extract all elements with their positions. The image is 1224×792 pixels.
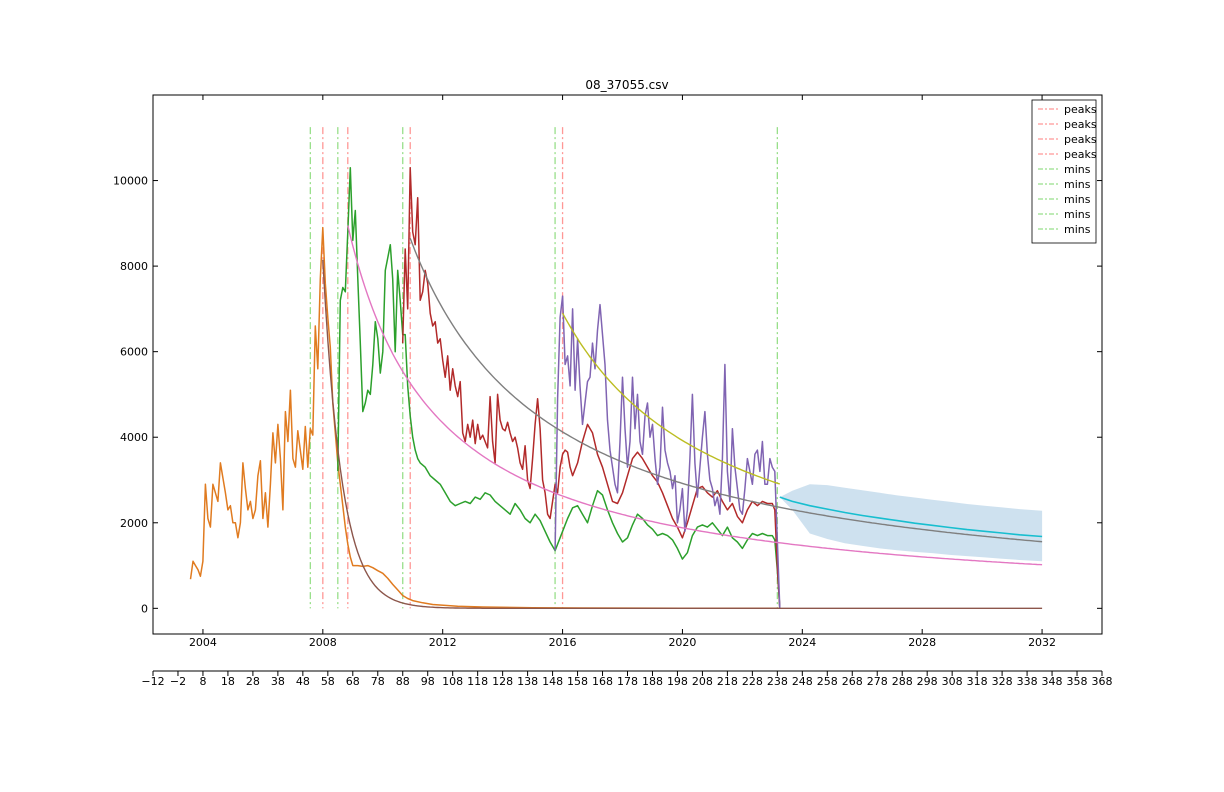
x-date-tick-label: 2028 bbox=[908, 636, 936, 649]
index-tick-label: 368 bbox=[1092, 675, 1113, 688]
index-tick-label: 58 bbox=[321, 675, 335, 688]
index-tick-label: −12 bbox=[141, 675, 164, 688]
index-tick-label: 198 bbox=[667, 675, 688, 688]
index-tick-label: 208 bbox=[692, 675, 713, 688]
y-tick-label: 2000 bbox=[120, 517, 148, 530]
legend-label: peaks bbox=[1064, 103, 1097, 116]
index-tick-label: 328 bbox=[992, 675, 1013, 688]
fit_pink-curve bbox=[347, 225, 1043, 566]
index-tick-label: −2 bbox=[170, 675, 186, 688]
index-tick-label: 288 bbox=[892, 675, 913, 688]
index-tick-label: 158 bbox=[567, 675, 588, 688]
purple-series-line bbox=[554, 295, 781, 609]
legend-label: mins bbox=[1064, 193, 1091, 206]
legend-label: mins bbox=[1064, 178, 1091, 191]
legend: peaks peaks peaks peaks mins mins mins mins mins bbox=[1031, 99, 1097, 244]
index-tick-label: 178 bbox=[617, 675, 638, 688]
fit_gray-curve bbox=[409, 238, 1043, 543]
index-tick-label: 318 bbox=[967, 675, 988, 688]
fit-curves-layer bbox=[322, 225, 1043, 609]
x-date-tick-label: 2004 bbox=[189, 636, 217, 649]
index-tick-label: 218 bbox=[717, 675, 738, 688]
legend-label: peaks bbox=[1064, 118, 1097, 131]
x-date-tick-label: 2008 bbox=[309, 636, 337, 649]
index-tick-label: 238 bbox=[767, 675, 788, 688]
index-tick-label: 48 bbox=[296, 675, 310, 688]
index-tick-label: 88 bbox=[396, 675, 410, 688]
x-date-tick-label: 2024 bbox=[788, 636, 816, 649]
index-tick-label: 78 bbox=[371, 675, 385, 688]
index-tick-label: 128 bbox=[492, 675, 513, 688]
index-tick-label: 68 bbox=[346, 675, 360, 688]
index-tick-label: 38 bbox=[271, 675, 285, 688]
x-date-tick-label: 2020 bbox=[668, 636, 696, 649]
index-tick-label: 108 bbox=[442, 675, 463, 688]
x-date-tick-label: 2032 bbox=[1028, 636, 1056, 649]
fit_brown-curve bbox=[322, 259, 1043, 609]
x-date-tick-label: 2016 bbox=[549, 636, 577, 649]
legend-label: mins bbox=[1064, 223, 1091, 236]
y-tick-label: 0 bbox=[141, 602, 148, 615]
index-tick-label: 278 bbox=[867, 675, 888, 688]
index-tick-label: 348 bbox=[1042, 675, 1063, 688]
legend-label: peaks bbox=[1064, 133, 1097, 146]
orange-series-line bbox=[189, 226, 780, 609]
x-date-tick-label: 2012 bbox=[429, 636, 457, 649]
y-tick-label: 10000 bbox=[113, 175, 148, 188]
legend-label: mins bbox=[1064, 163, 1091, 176]
forecast-line bbox=[779, 496, 1043, 538]
series-layer bbox=[189, 166, 781, 609]
index-tick-label: 248 bbox=[792, 675, 813, 688]
axes-layer: 0 2000 4000 6000 8000 10000 2004 2008 2012 2016 20… bbox=[113, 94, 1113, 688]
index-tick-label: 228 bbox=[742, 675, 763, 688]
legend-label: mins bbox=[1064, 208, 1091, 221]
index-tick-label: 308 bbox=[942, 675, 963, 688]
index-tick-label: 188 bbox=[642, 675, 663, 688]
index-tick-label: 148 bbox=[542, 675, 563, 688]
index-tick-label: 138 bbox=[517, 675, 538, 688]
index-tick-label: 8 bbox=[199, 675, 206, 688]
y-tick-label: 8000 bbox=[120, 260, 148, 273]
chart-title: 08_37055.csv bbox=[585, 78, 669, 92]
plot-frame bbox=[152, 94, 1103, 635]
index-tick-label: 118 bbox=[467, 675, 488, 688]
y-tick-label: 6000 bbox=[120, 346, 148, 359]
index-tick-label: 28 bbox=[246, 675, 260, 688]
legend-label: peaks bbox=[1064, 148, 1097, 161]
index-tick-label: 358 bbox=[1067, 675, 1088, 688]
index-tick-label: 18 bbox=[221, 675, 235, 688]
index-tick-label: 168 bbox=[592, 675, 613, 688]
index-tick-label: 258 bbox=[817, 675, 838, 688]
fit_yellow-curve bbox=[561, 312, 781, 485]
index-tick-label: 298 bbox=[917, 675, 938, 688]
index-tick-label: 338 bbox=[1017, 675, 1038, 688]
red-series-line bbox=[401, 166, 781, 609]
green-series-line bbox=[337, 166, 781, 609]
y-tick-label: 4000 bbox=[120, 431, 148, 444]
index-tick-label: 98 bbox=[421, 675, 435, 688]
index-tick-label: 268 bbox=[842, 675, 863, 688]
